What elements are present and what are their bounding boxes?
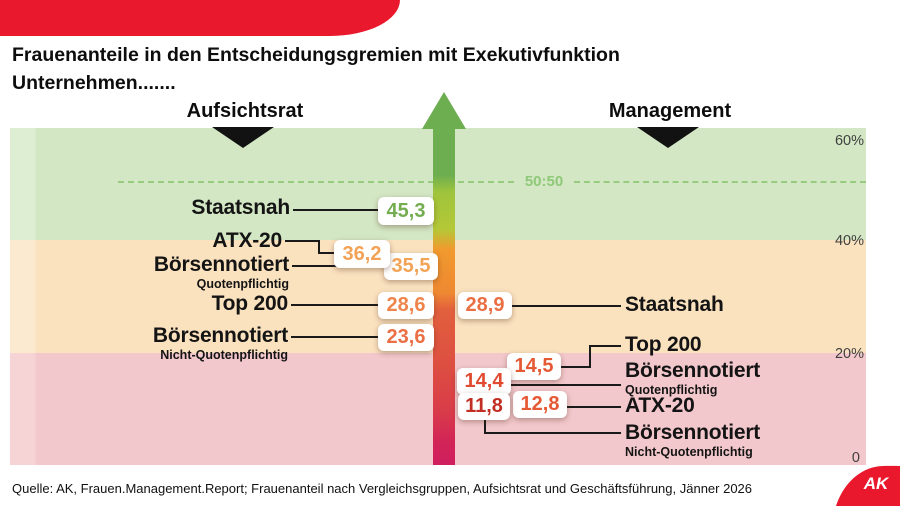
down-triangle-icon [212,127,274,148]
down-triangle-icon [637,127,699,148]
value-badge-aufsichtsrat-top200: 28,6 [378,292,434,319]
connector-line [589,345,621,347]
reference-line-label: 50:50 [524,173,564,190]
page-title-line2: Unternehmen....... [12,72,176,94]
source-note: Quelle: AK, Frauen.Management.Report; Fr… [12,481,753,496]
value-badge-management-boersennotiert-q: 14,4 [457,368,511,395]
value-badge-management-staatsnah: 28,9 [458,292,512,319]
management-label-staatsnah: Staatsnah [625,293,724,316]
page-title-line1: Frauenanteile in den Entscheidungsgremie… [12,44,620,66]
ytick-20: 20% [834,346,864,362]
report-banner [0,0,400,36]
aufsichtsrat-label-atx20: ATX-20 [212,229,282,252]
connector-line [291,304,378,306]
connector-line [285,240,320,242]
connector-line [318,240,320,254]
ytick-60: 60% [834,133,864,149]
aufsichtsrat-label-boersennotiert-q: Börsennotiert Quotenpflichtig [153,253,289,291]
value-badge-aufsichtsrat-boersennotiert-q: 35,5 [384,253,438,280]
connector-line [589,345,591,368]
value-badge-management-atx20: 12,8 [513,391,567,418]
reference-line-left [118,181,514,183]
management-label-atx20: ATX-20 [625,394,695,417]
aufsichtsrat-label-top200: Top 200 [211,292,289,315]
value-badge-management-top200: 14,5 [507,353,561,380]
value-badge-aufsichtsrat-boersennotiert-nq: 23,6 [378,324,434,351]
management-label-boersennotiert-q: Börsennotiert Quotenpflichtig [625,359,761,397]
value-badge-aufsichtsrat-atx20: 36,2 [334,240,390,268]
connector-line [511,384,621,386]
connector-line [512,305,621,307]
column-header-management: Management [608,100,732,122]
value-badge-aufsichtsrat-staatsnah: 45,3 [378,197,434,225]
ak-logo: AK [836,465,900,506]
management-label-top200: Top 200 [625,333,702,356]
connector-line [567,406,621,408]
connector-line [291,336,378,338]
management-label-boersennotiert-nq: Börsennotiert Nicht-Quotenpflichtig [625,421,761,459]
aufsichtsrat-label-staatsnah: Staatsnah [191,196,290,219]
aufsichtsrat-label-boersennotiert-nq: Börsennotiert Nicht-Quotenpflichtig [152,324,288,362]
connector-line [293,209,378,211]
page-title: Frauenanteile in den Entscheidungsgremie… [12,41,620,97]
gradient-scale-bar [433,128,455,465]
reference-line-right [574,181,866,183]
connector-line [318,252,338,254]
connector-line [484,420,486,434]
connector-line [561,366,591,368]
up-arrow-icon [422,92,466,129]
column-header-aufsichtsrat: Aufsichtsrat [186,100,304,122]
ak-logo-text: AK [863,474,890,493]
value-badge-management-boersennotiert-nq: 11,8 [458,393,510,420]
connector-line [484,432,621,434]
ytick-0: 0 [851,450,860,466]
ytick-40: 40% [834,233,864,249]
